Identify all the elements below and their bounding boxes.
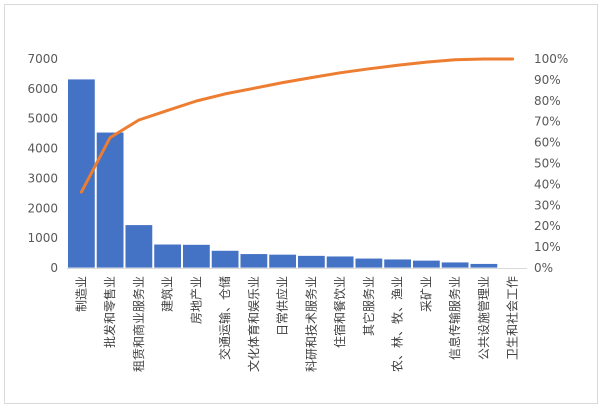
cumulative-point: [223, 92, 227, 96]
cumulative-point: [108, 136, 112, 139]
bar: [325, 255, 355, 269]
bar: [297, 255, 326, 269]
bar: [412, 259, 441, 269]
y-left-tick-label: 5000: [27, 112, 58, 126]
y-right-tick-label: 80%: [534, 94, 561, 108]
cumulative-point: [482, 57, 486, 61]
y-right-tick-label: 20%: [534, 219, 561, 233]
y-left-tick-label: 7000: [27, 52, 58, 66]
bar: [95, 131, 125, 269]
x-category-label: 科研和技术服务业: [303, 276, 318, 372]
x-category-label: 交通运输、仓储: [217, 276, 232, 360]
y-right-tick-label: 40%: [534, 177, 561, 191]
cumulative-point: [166, 109, 169, 112]
cumulative-point: [252, 87, 256, 90]
y-right-tick-label: 0%: [534, 261, 553, 275]
y-left-tick-label: 1000: [27, 231, 58, 245]
x-category-label: 制造业: [74, 276, 88, 312]
y-left-tick-label: 2000: [27, 201, 58, 215]
x-category-label: 卫生和社会工作: [505, 276, 520, 360]
y-left-tick-label: 6000: [27, 82, 58, 96]
cumulative-line: [79, 57, 515, 194]
bar: [182, 244, 211, 269]
x-category-label: 建筑业: [160, 276, 175, 312]
cumulative-point: [137, 118, 141, 122]
y-right-tick-label: 30%: [534, 198, 561, 212]
x-category-label: 批发和零售业: [102, 276, 117, 348]
y-right-tick-label: 60%: [534, 136, 561, 150]
y-right-tick-label: 50%: [534, 157, 561, 171]
cumulative-point: [80, 190, 83, 194]
y-right-tick-label: 70%: [534, 115, 561, 129]
cumulative-point: [281, 81, 284, 84]
cumulative-point: [310, 76, 313, 79]
y-left-tick-label: 4000: [27, 142, 58, 156]
x-category-label: 信息传输服务业: [447, 276, 462, 360]
x-category-label: 文化体育和娱乐业: [246, 276, 261, 372]
x-category-label: 房地产业: [188, 276, 203, 324]
cumulative-point: [367, 67, 371, 71]
y-right-tick-label: 10%: [534, 240, 561, 254]
x-category-label: 采矿业: [419, 276, 433, 312]
cumulative-point: [338, 71, 342, 74]
y-left-tick-label: 3000: [27, 171, 58, 185]
x-category-label: 公共设施管理业: [476, 276, 491, 360]
bar: [383, 258, 412, 269]
y-left-tick-label: 0: [50, 261, 58, 275]
bar: [268, 253, 297, 269]
x-category-label: 租赁和商业服务业: [131, 276, 146, 372]
y-right-tick-label: 100%: [534, 52, 568, 66]
cumulative-point: [453, 58, 457, 62]
x-category-label: 其它服务业: [361, 276, 376, 336]
cumulative-point: [396, 64, 399, 67]
x-category-label: 农、林、牧、渔业: [391, 276, 405, 372]
cumulative-point: [195, 99, 198, 103]
bar: [153, 243, 182, 269]
y-right-tick-label: 90%: [534, 73, 561, 87]
bar: [440, 261, 470, 269]
x-category-label: 住宿和餐饮业: [332, 276, 347, 348]
bar: [469, 263, 499, 269]
x-category-label: 日常供应业: [275, 276, 290, 336]
bar: [354, 257, 384, 269]
cumulative-point: [511, 57, 514, 61]
bar: [239, 253, 269, 269]
bar: [210, 249, 240, 269]
bar: [124, 224, 154, 269]
cumulative-point: [425, 60, 428, 64]
